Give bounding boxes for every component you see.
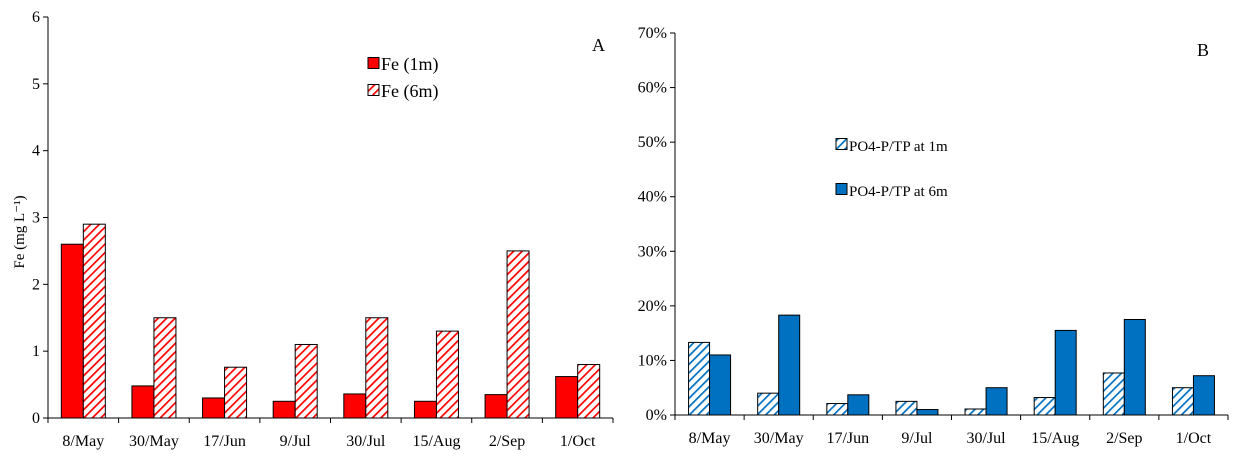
bar bbox=[1171, 387, 1194, 416]
bar bbox=[413, 400, 437, 419]
x-tick-label: 15/Aug bbox=[412, 433, 460, 450]
bar bbox=[224, 366, 248, 419]
y-tick-label: 6 bbox=[32, 9, 40, 26]
bar bbox=[484, 394, 508, 419]
bar bbox=[435, 330, 459, 419]
bar bbox=[1102, 372, 1125, 416]
y-tick-label: 20% bbox=[638, 298, 667, 315]
x-tick-label: 30/Jul bbox=[346, 433, 386, 450]
bar bbox=[1033, 397, 1056, 416]
x-tick-label: 2/Sep bbox=[1106, 430, 1142, 447]
bar bbox=[153, 317, 177, 419]
x-tick-label: 8/May bbox=[62, 433, 104, 450]
x-tick-label: 30/Jul bbox=[967, 430, 1007, 447]
x-tick-label: 1/Oct bbox=[560, 433, 596, 450]
y-tick-label: 50% bbox=[638, 134, 667, 151]
bar bbox=[82, 223, 106, 419]
bar bbox=[555, 376, 579, 419]
y-tick-label: 30% bbox=[638, 243, 667, 260]
y-axis-label: Fe (mg L⁻¹) bbox=[12, 195, 28, 268]
x-tick-label: 17/Jun bbox=[203, 433, 246, 450]
bar bbox=[294, 343, 318, 419]
bar bbox=[826, 403, 849, 416]
x-tick-label: 30/May bbox=[754, 430, 804, 447]
y-tick-label: 10% bbox=[638, 352, 667, 369]
y-tick-label: 4 bbox=[32, 143, 40, 160]
bar bbox=[709, 354, 732, 416]
bar bbox=[895, 400, 918, 416]
bar bbox=[985, 387, 1008, 416]
bar bbox=[365, 317, 389, 419]
y-tick-label: 3 bbox=[32, 210, 40, 227]
legend-swatch bbox=[367, 57, 380, 69]
x-tick-label: 2/Sep bbox=[489, 433, 525, 450]
x-tick-label: 9/Jul bbox=[901, 430, 933, 447]
legend-swatch bbox=[367, 84, 380, 96]
bar bbox=[343, 393, 367, 419]
legend-swatch bbox=[835, 138, 848, 150]
x-tick-label: 15/Aug bbox=[1031, 430, 1079, 447]
x-tick-label: 30/May bbox=[129, 433, 179, 450]
y-tick-label: 5 bbox=[32, 76, 40, 93]
bar bbox=[202, 397, 226, 419]
bar bbox=[688, 341, 711, 416]
legend-label: PO4-P/TP at 6m bbox=[849, 184, 948, 200]
legend-label: PO4-P/TP at 1m bbox=[849, 139, 948, 155]
y-tick-label: 40% bbox=[638, 189, 667, 206]
y-tick-label: 2 bbox=[32, 276, 40, 293]
y-tick-label: 60% bbox=[638, 80, 667, 97]
bar bbox=[577, 364, 601, 419]
bar bbox=[1123, 319, 1146, 416]
bar bbox=[964, 408, 987, 416]
x-tick-label: 1/Oct bbox=[1176, 430, 1212, 447]
x-tick-label: 17/Jun bbox=[826, 430, 869, 447]
chart-panel-a: 0 1 2 3 4 5 6 8/May 30/May 17/Jun 9/Jul 30/Jul 15/Au… bbox=[12, 9, 614, 450]
panel-label: A bbox=[592, 35, 605, 55]
bar bbox=[757, 392, 780, 416]
y-tick-label: 1 bbox=[32, 343, 40, 360]
bar bbox=[506, 250, 530, 419]
bar bbox=[272, 400, 296, 419]
bar bbox=[778, 314, 801, 416]
legend-label: Fe (6m) bbox=[381, 81, 439, 102]
chart-panel-b: 0% 10% 20% 30% 40% 50% 60% 70% 8/May 30/May 17/Jun… bbox=[638, 25, 1229, 447]
bar bbox=[916, 409, 939, 416]
x-tick-label: 8/May bbox=[689, 430, 731, 447]
y-tick-label: 70% bbox=[638, 25, 667, 42]
y-tick-label: 0 bbox=[32, 410, 40, 427]
bar bbox=[60, 243, 84, 419]
y-tick-label: 0% bbox=[646, 407, 667, 424]
bar bbox=[1054, 329, 1077, 416]
legend-label: Fe (1m) bbox=[381, 54, 439, 75]
bar bbox=[131, 385, 155, 419]
bar bbox=[847, 394, 870, 416]
legend-swatch bbox=[835, 183, 848, 195]
x-tick-label: 9/Jul bbox=[280, 433, 312, 450]
panel-label: B bbox=[1197, 40, 1209, 60]
bar bbox=[1192, 375, 1215, 416]
